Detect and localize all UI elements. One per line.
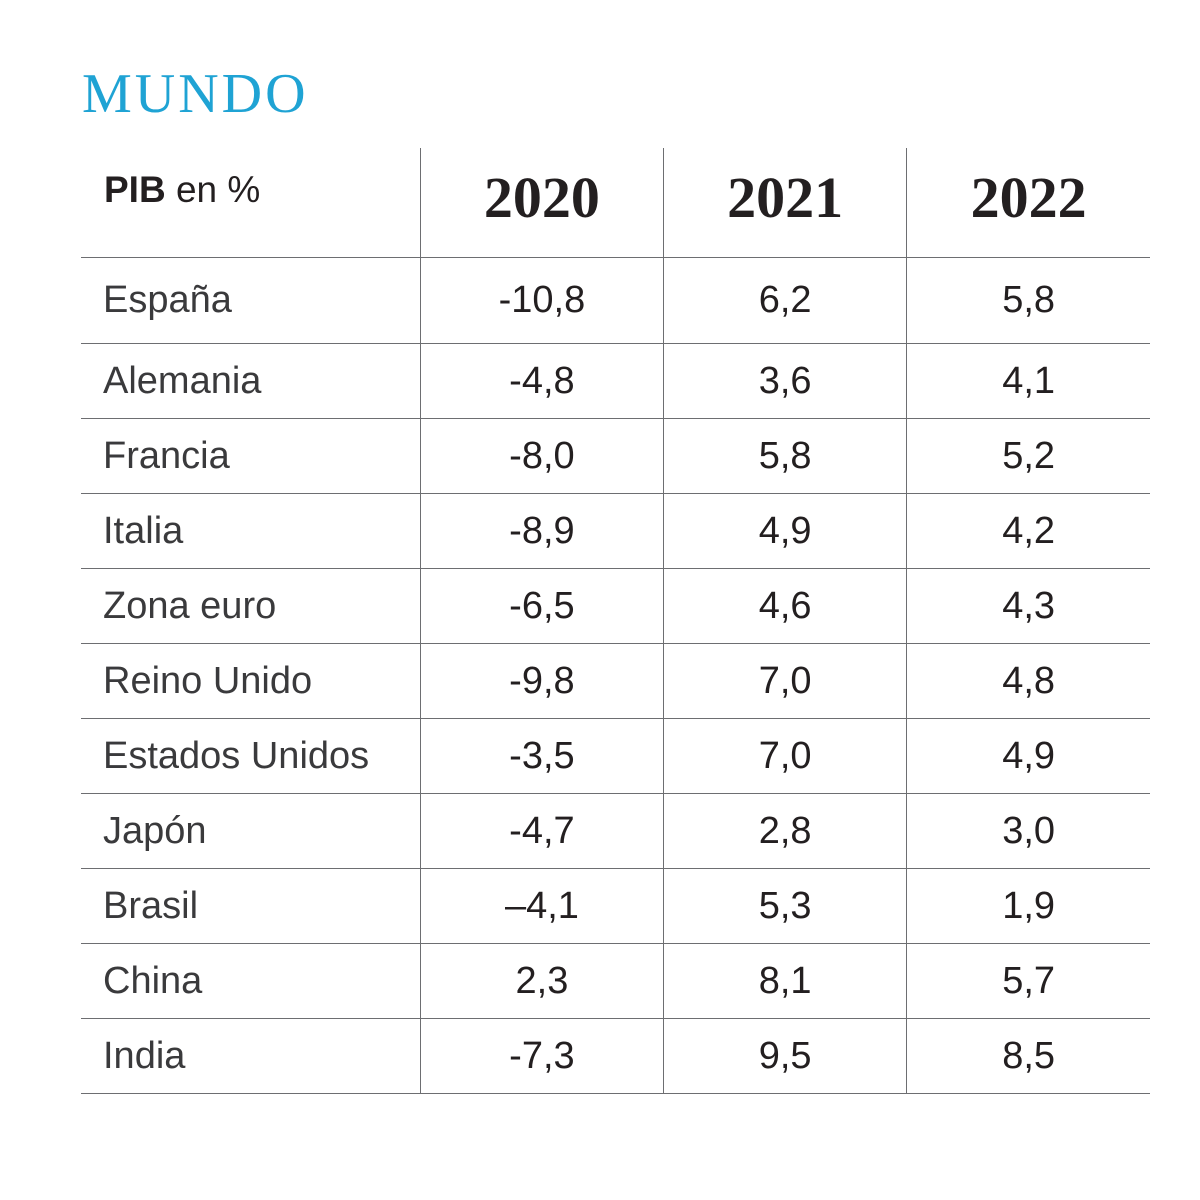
table-cell-2020: –4,1 [419, 868, 664, 944]
table-cell-2022: 5,7 [906, 943, 1150, 1019]
header-label-bold: PIB [104, 169, 166, 210]
table-cell-2021: 6,2 [663, 257, 907, 344]
table-cell-2022: 1,9 [906, 868, 1150, 944]
row-label: Reino Unido [81, 643, 421, 719]
page-title: MUNDO [82, 63, 309, 125]
table-row: Italia -8,9 4,9 4,2 [81, 493, 1150, 569]
row-label: Alemania [81, 343, 421, 419]
table-cell-2021: 8,1 [663, 943, 907, 1019]
table-cell-2020: -4,7 [419, 793, 664, 869]
table-cell-2020: -7,3 [419, 1018, 664, 1094]
table-cell-2020: -4,8 [419, 343, 664, 419]
table-row: Zona euro -6,5 4,6 4,3 [81, 568, 1150, 644]
table-body: España -10,8 6,2 5,8 Alemania -4,8 3,6 4,1 Franc… [81, 257, 1150, 1094]
table-cell-2022: 8,5 [906, 1018, 1150, 1094]
table-row: Francia -8,0 5,8 5,2 [81, 418, 1150, 494]
table-cell-2021: 5,3 [663, 868, 907, 944]
table-cell-2020: -6,5 [419, 568, 664, 644]
table-cell-2022: 5,2 [906, 418, 1150, 494]
table-cell-2020: -9,8 [419, 643, 664, 719]
table-row: España -10,8 6,2 5,8 [81, 257, 1150, 344]
table-row: Brasil –4,1 5,3 1,9 [81, 868, 1150, 944]
column-header-2022: 2022 [906, 148, 1150, 258]
table-cell-2022: 4,8 [906, 643, 1150, 719]
row-label: Brasil [81, 868, 421, 944]
table-row: Japón -4,7 2,8 3,0 [81, 793, 1150, 869]
table-cell-2020: -3,5 [419, 718, 664, 794]
table-cell-2022: 3,0 [906, 793, 1150, 869]
table-header-row: PIB en % 2020 2021 2022 [81, 148, 1150, 258]
row-label: Japón [81, 793, 421, 869]
row-label: España [81, 257, 421, 344]
table-cell-2020: -10,8 [419, 257, 664, 344]
row-label: China [81, 943, 421, 1019]
table-row: Estados Unidos -3,5 7,0 4,9 [81, 718, 1150, 794]
row-label: Estados Unidos [81, 718, 421, 794]
header-label-rest: en % [165, 169, 261, 210]
table-cell-2021: 4,6 [663, 568, 907, 644]
table-cell-2021: 3,6 [663, 343, 907, 419]
table-row: China 2,3 8,1 5,7 [81, 943, 1150, 1019]
row-label: Francia [81, 418, 421, 494]
table-cell-2021: 5,8 [663, 418, 907, 494]
row-label: Italia [81, 493, 421, 569]
table-cell-2022: 4,9 [906, 718, 1150, 794]
column-header-2021: 2021 [663, 148, 907, 258]
table-row: Alemania -4,8 3,6 4,1 [81, 343, 1150, 419]
table-cell-2020: -8,9 [419, 493, 664, 569]
gdp-table: PIB en % 2020 2021 2022 España -10,8 6,2 5,… [81, 148, 1150, 1094]
table-cell-2022: 4,3 [906, 568, 1150, 644]
table-cell-2022: 5,8 [906, 257, 1150, 344]
header-label: PIB en % [81, 148, 421, 258]
table-cell-2021: 2,8 [663, 793, 907, 869]
row-label: Zona euro [81, 568, 421, 644]
table-cell-2022: 4,1 [906, 343, 1150, 419]
table-cell-2021: 7,0 [663, 718, 907, 794]
table-cell-2021: 9,5 [663, 1018, 907, 1094]
row-label: India [81, 1018, 421, 1094]
table-row: Reino Unido -9,8 7,0 4,8 [81, 643, 1150, 719]
table-row: India -7,3 9,5 8,5 [81, 1018, 1150, 1094]
table-cell-2020: 2,3 [419, 943, 664, 1019]
table-cell-2022: 4,2 [906, 493, 1150, 569]
table-cell-2020: -8,0 [419, 418, 664, 494]
column-header-2020: 2020 [419, 148, 664, 258]
table-cell-2021: 7,0 [663, 643, 907, 719]
table-cell-2021: 4,9 [663, 493, 907, 569]
